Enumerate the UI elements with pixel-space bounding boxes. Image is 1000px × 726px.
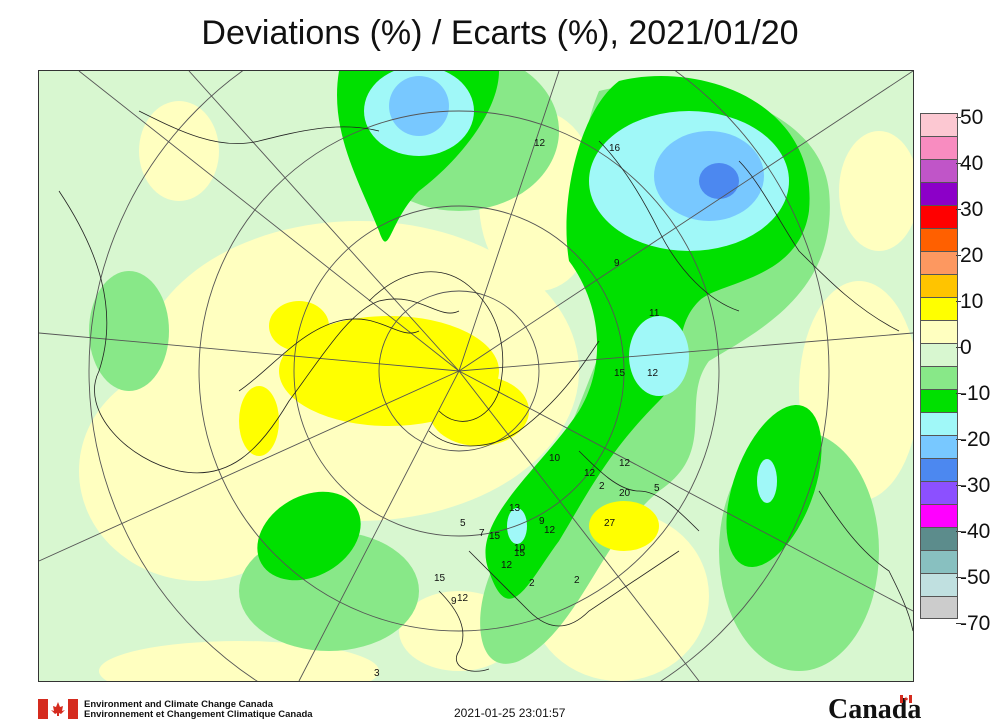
map-panel: 12 16 9 11 15 12 12 10 12 2 5 20 27 13 9 12 15 10 15 12 2 15 1… — [38, 70, 914, 682]
legend-swatch — [920, 435, 958, 458]
legend-label: 50 — [960, 106, 984, 129]
legend-label: -70 — [960, 612, 991, 635]
station-value-label: 11 — [649, 308, 660, 319]
station-value-label: 5 — [460, 518, 466, 529]
station-value-label: 20 — [619, 488, 631, 499]
legend-swatch — [920, 251, 958, 274]
station-value-label: 16 — [609, 143, 621, 154]
legend-swatch — [920, 228, 958, 251]
color-legend: 50 40 30 20 10 0 -10 -20 -30 -40 -50 -70 — [920, 107, 992, 654]
legend-swatch — [920, 297, 958, 320]
legend-swatch — [920, 182, 958, 205]
legend-swatch — [920, 205, 958, 228]
legend-label: -30 — [960, 474, 991, 497]
legend-swatch — [920, 412, 958, 435]
legend-swatch — [920, 343, 958, 366]
station-value-label: 15 — [614, 368, 626, 379]
station-value-label: 5 — [654, 483, 660, 494]
map-title: Deviations (%) / Ecarts (%), 2021/01/20 — [201, 14, 799, 52]
legend-swatch — [920, 481, 958, 504]
legend-swatch — [920, 389, 958, 412]
meridians — [39, 71, 913, 681]
legend-tick — [956, 485, 961, 486]
legend-label: 0 — [960, 336, 972, 359]
station-value-label: 12 — [534, 138, 546, 149]
station-value-label: 9 — [614, 258, 620, 269]
station-value-label: 3 — [374, 668, 380, 679]
coastlines — [58, 110, 913, 672]
legend-tick — [956, 117, 961, 118]
legend-swatch — [920, 504, 958, 527]
legend-swatch — [920, 159, 958, 182]
legend-tick — [956, 623, 961, 624]
agency-name-fr: Environnement et Changement Climatique C… — [84, 709, 313, 720]
wordmark-flag-icon — [900, 695, 912, 703]
station-value-label: 9 — [539, 516, 545, 527]
latitude-circles — [88, 71, 830, 681]
legend-swatch — [920, 550, 958, 573]
legend-swatch — [920, 274, 958, 297]
legend-swatch — [920, 458, 958, 481]
legend-tick — [956, 577, 961, 578]
legend-label: 10 — [960, 290, 984, 313]
canada-flag-icon — [38, 699, 78, 719]
station-value-label: 10 — [514, 543, 526, 554]
legend-tick — [956, 163, 961, 164]
station-value-label: 9 — [451, 596, 457, 607]
legend-label: -40 — [960, 520, 991, 543]
station-value-label: 10 — [549, 453, 561, 464]
station-value-label: 15 — [489, 531, 501, 542]
station-value-label: 12 — [501, 560, 513, 571]
generation-timestamp: 2021-01-25 23:01:57 — [454, 706, 566, 720]
legend-swatch — [920, 596, 958, 619]
station-value-label: 15 — [434, 573, 446, 584]
legend-tick — [956, 347, 961, 348]
station-value-label: 12 — [544, 525, 556, 536]
station-value-label: 12 — [457, 593, 469, 604]
legend-border — [920, 113, 958, 619]
station-value-label: 7 — [479, 528, 485, 539]
legend-label: 30 — [960, 198, 984, 221]
station-value-label: 27 — [604, 518, 616, 529]
station-value-label: 15 — [514, 548, 526, 559]
station-value-label: 2 — [574, 575, 580, 586]
legend-tick — [956, 255, 961, 256]
agency-name-en: Environment and Climate Change Canada — [84, 699, 273, 710]
legend-swatch — [920, 527, 958, 550]
station-value-label: 2 — [599, 481, 605, 492]
station-value-label: 12 — [647, 368, 659, 379]
station-value-label: 2 — [529, 578, 535, 589]
legend-tick — [956, 209, 961, 210]
legend-tick — [956, 393, 961, 394]
legend-label: -10 — [960, 382, 991, 405]
station-value-label: 13 — [509, 503, 521, 514]
legend-label: -50 — [960, 566, 991, 589]
legend-label: 40 — [960, 152, 984, 175]
legend-swatch — [920, 366, 958, 389]
station-value-label: 12 — [584, 468, 596, 479]
legend-swatch — [920, 320, 958, 343]
station-value-label: 12 — [619, 458, 631, 469]
negative-anomaly-darkblue — [699, 163, 739, 199]
legend-swatch — [920, 136, 958, 159]
legend-label: -20 — [960, 428, 991, 451]
legend-tick — [956, 439, 961, 440]
legend-swatch — [920, 573, 958, 596]
legend-tick — [956, 531, 961, 532]
legend-tick — [956, 301, 961, 302]
legend-label: 20 — [960, 244, 984, 267]
